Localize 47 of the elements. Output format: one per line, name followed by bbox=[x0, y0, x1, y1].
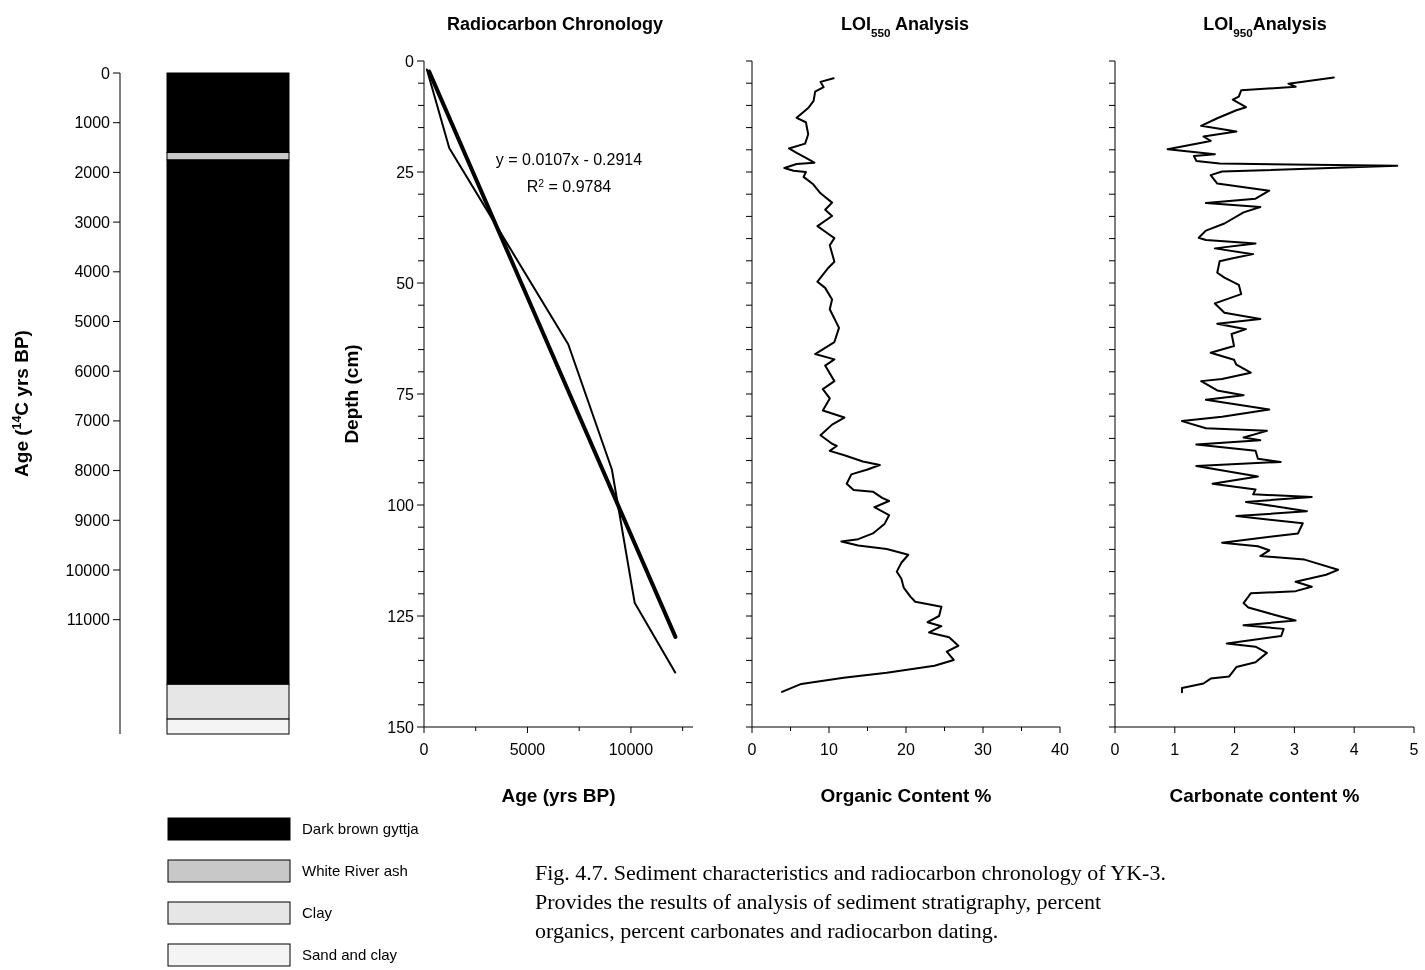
y-tick-label: 9000 bbox=[74, 511, 111, 529]
y-tick-label: 100 bbox=[387, 496, 415, 514]
chart-title: LOI$_{950}$Analysis bbox=[1203, 14, 1327, 39]
x-axis-title: Carbonate content % bbox=[1169, 785, 1360, 806]
chart-title: Radiocarbon Chronology bbox=[447, 14, 663, 34]
annotation: R$^{2}$ = 0.9784 bbox=[526, 177, 612, 195]
x-tick-label: 10000 bbox=[608, 741, 654, 758]
y-tick-label: 0 bbox=[405, 52, 415, 70]
x-tick-label: 0 bbox=[419, 741, 429, 758]
text: Dark brown gyttja bbox=[302, 820, 420, 838]
y-tick-label: 11000 bbox=[66, 611, 111, 629]
y-tick-label: 150 bbox=[387, 718, 415, 736]
x-tick-label: 5000 bbox=[509, 741, 546, 758]
y-tick-label: 10000 bbox=[65, 561, 111, 579]
x-axis-title: Age (yrs BP) bbox=[501, 785, 616, 806]
caption: Fig. 4.7. Sediment characteristics and radiocarbon chronology of YK-3. Provides the results of analysis of sediment stratigraphy, percent organics, percent carbonates and radiocarbon dating. bbox=[535, 860, 1166, 943]
y-tick-label: 1000 bbox=[74, 114, 111, 132]
y-tick-label: 5000 bbox=[74, 313, 111, 331]
x-axis-title: Organic Content % bbox=[820, 785, 992, 806]
x-tick-label: 20 bbox=[897, 741, 915, 758]
x-tick-label: 4 bbox=[1349, 741, 1359, 758]
y-tick-label: 6000 bbox=[74, 362, 111, 380]
y-tick-label: 2000 bbox=[74, 164, 111, 181]
x-tick-label: 10 bbox=[820, 741, 838, 758]
y-tick-label: 4000 bbox=[74, 263, 111, 281]
text: Sand and clay bbox=[302, 946, 398, 964]
y-tick-label: 50 bbox=[396, 274, 415, 292]
y-tick-label: 3000 bbox=[74, 213, 111, 231]
chart-title: LOI$_{550}$ Analysis bbox=[841, 14, 969, 39]
y-tick-label: 75 bbox=[396, 385, 415, 403]
y-tick-label: 125 bbox=[387, 607, 415, 625]
annotation: y = 0.0107x - 0.2914 bbox=[495, 151, 643, 168]
x-tick-label: 40 bbox=[1051, 741, 1069, 758]
x-tick-label: 5 bbox=[1409, 741, 1419, 758]
y-axis-title: Depth (cm) bbox=[341, 344, 362, 444]
x-tick-label: 30 bbox=[974, 741, 992, 758]
x-tick-label: 0 bbox=[747, 741, 757, 758]
y-tick-label: 0 bbox=[101, 64, 111, 82]
x-tick-label: 0 bbox=[1110, 741, 1120, 758]
x-tick-label: 3 bbox=[1289, 741, 1299, 758]
y-tick-label: 8000 bbox=[74, 462, 111, 480]
y-tick-label: 7000 bbox=[74, 412, 111, 430]
y-tick-label: 25 bbox=[396, 163, 415, 181]
x-tick-label: 2 bbox=[1230, 741, 1240, 758]
x-tick-label: 1 bbox=[1170, 741, 1180, 758]
text: White River ash bbox=[302, 862, 408, 880]
text: Clay bbox=[302, 904, 333, 922]
